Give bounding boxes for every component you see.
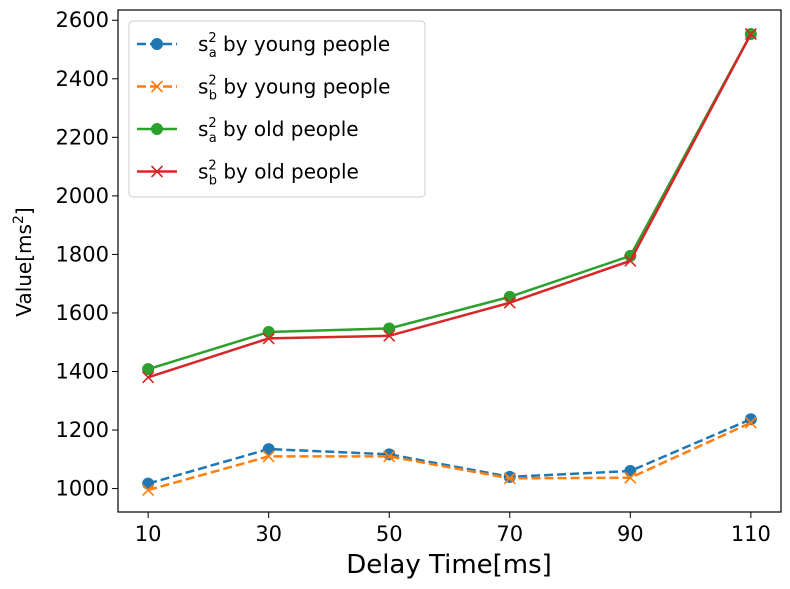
data-point — [262, 325, 275, 338]
data-point — [142, 363, 155, 376]
series-2 — [142, 416, 757, 497]
data-point — [744, 27, 757, 41]
legend-item: s2 b by young people — [137, 74, 390, 104]
legend-marker — [151, 123, 163, 135]
x-tick-label: 10 — [135, 522, 162, 546]
series-1 — [142, 413, 757, 490]
x-tick-label: 90 — [617, 522, 644, 546]
legend: s2 a by young people s2 b by young people s2… — [128, 20, 426, 198]
y-axis-label-close: ] — [12, 207, 36, 215]
data-point — [624, 471, 637, 484]
data-point — [142, 483, 155, 497]
x-tick-label: 110 — [731, 522, 771, 546]
legend-box — [128, 20, 426, 198]
data-point — [262, 450, 275, 463]
legend-marker — [151, 38, 163, 50]
data-point — [383, 322, 396, 335]
data-point — [262, 332, 275, 345]
series-line — [147, 421, 752, 492]
y-axis-label-sup: 2 — [11, 215, 27, 224]
series-4 — [142, 27, 757, 384]
legend-label: s2 b by young people — [198, 74, 390, 104]
series-line — [147, 418, 752, 485]
legend-item: s2 a by young people — [137, 31, 390, 61]
data-point — [503, 296, 516, 309]
data-point — [262, 443, 275, 456]
data-point — [624, 254, 637, 267]
y-tick-label: 2600 — [56, 8, 109, 32]
data-point — [503, 472, 516, 485]
y-tick-label: 2000 — [56, 184, 109, 208]
data-point — [142, 371, 155, 384]
series-line — [147, 33, 752, 371]
legend-marker — [150, 165, 164, 178]
legend-label: s2 a by young people — [198, 31, 390, 61]
series-line — [147, 33, 752, 379]
data-point — [383, 450, 396, 463]
legend-label: s2 a by old people — [198, 116, 359, 146]
data-point — [383, 329, 396, 342]
plot-area — [117, 9, 782, 513]
legend-marker — [150, 80, 164, 93]
y-tick-label: 1200 — [56, 418, 109, 442]
x-tick-label: 50 — [376, 522, 403, 546]
x-tick-label: 30 — [255, 522, 282, 546]
y-tick-label: 2200 — [56, 125, 109, 149]
y-tick-label: 1400 — [56, 359, 109, 383]
y-axis: 1000 1200 1400 1600 1800 2000 2200 2400 2600 — [56, 8, 118, 501]
data-point — [503, 470, 516, 483]
legend-item: s2 a by old people — [137, 116, 359, 146]
data-point — [744, 413, 757, 426]
series-layer — [142, 27, 757, 497]
y-tick-label: 1000 — [56, 477, 109, 501]
x-tick-label: 70 — [496, 522, 523, 546]
data-point — [142, 477, 155, 490]
legend-item: s2 b by old people — [137, 159, 359, 189]
y-tick-label: 1600 — [56, 301, 109, 325]
x-axis: 10 30 50 70 90 110 — [135, 512, 771, 546]
legend-label: s2 b by old people — [198, 159, 359, 189]
y-tick-label: 2400 — [56, 67, 109, 91]
x-axis-label: Delay Time[ms] — [346, 550, 552, 580]
y-axis-label-base: Value[ms — [12, 224, 36, 317]
y-axis-label: Value[ms2] — [11, 207, 36, 316]
y-tick-label: 1800 — [56, 242, 109, 266]
data-point — [744, 416, 757, 429]
